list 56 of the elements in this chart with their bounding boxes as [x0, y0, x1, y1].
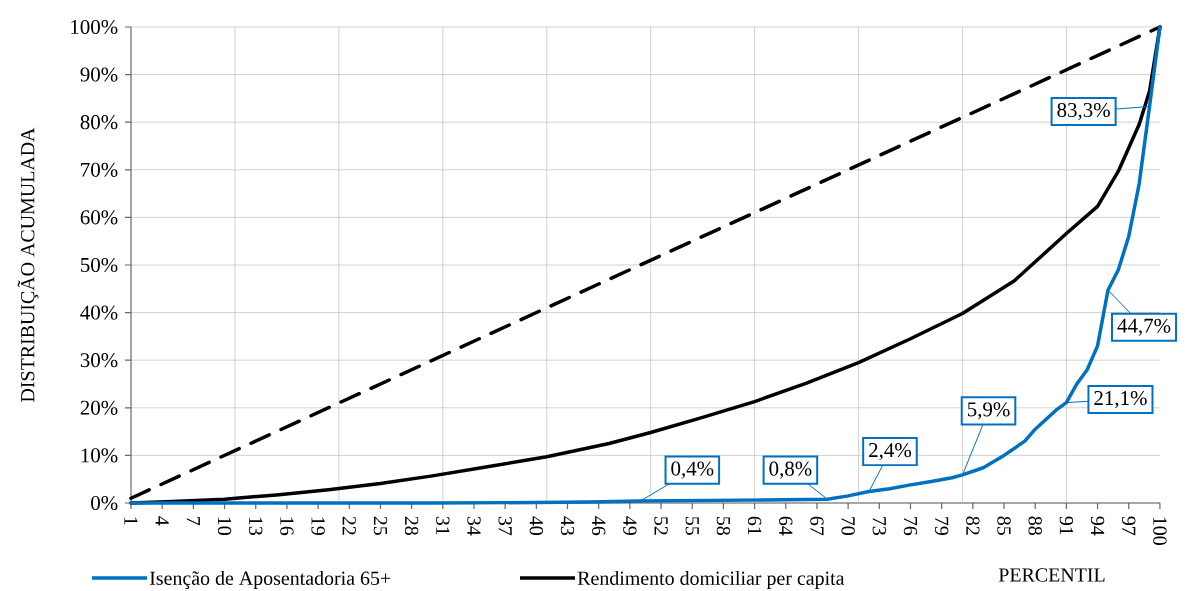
y-tick-label: 0%: [91, 495, 118, 511]
y-tick-label: 30%: [80, 353, 118, 368]
x-tick-label: 61: [747, 516, 762, 535]
x-tick-label: 97: [1122, 516, 1136, 536]
x-tick-label: 55: [685, 516, 699, 535]
annotation: 0,4%: [671, 461, 714, 479]
y-tick-label: 40%: [80, 305, 118, 320]
x-tick-label: 1: [124, 517, 138, 525]
x-tick-label: 82: [966, 516, 980, 535]
x-tick-label: 13: [249, 517, 263, 535]
x-axis-title: PERCENTIL: [998, 568, 1105, 582]
y-tick-label: 70%: [81, 162, 118, 177]
annotation: 44,7%: [1117, 318, 1171, 336]
x-tick-label: 100: [1153, 517, 1167, 545]
x-tick-label: 88: [1028, 516, 1042, 535]
x-tick-label: 4: [155, 516, 169, 526]
y-tick-label: 20%: [80, 400, 118, 415]
x-tick-label: 85: [997, 516, 1011, 535]
x-tick-label: 7: [186, 517, 200, 526]
x-tick-label: 10: [217, 517, 232, 535]
x-tick-label: 40: [529, 516, 544, 535]
x-tick-label: 70: [841, 517, 855, 535]
x-tick-label: 52: [654, 516, 668, 535]
y-tick-label: 100%: [71, 19, 118, 35]
legend-label: Isenção de Aposentadoria 65+: [149, 570, 391, 590]
y-tick-label: 60%: [80, 210, 118, 225]
x-tick-label: 49: [623, 516, 637, 535]
x-tick-label: 37: [498, 516, 512, 536]
y-tick-label: 50%: [81, 257, 118, 273]
x-tick-label: 64: [779, 516, 793, 536]
y-tick-label: 10%: [81, 448, 118, 463]
x-tick-label: 76: [903, 517, 918, 536]
x-tick-label: 19: [311, 517, 325, 535]
x-tick-label: 22: [342, 516, 356, 535]
annotation: 0,8%: [769, 461, 812, 479]
x-tick-label: 25: [373, 516, 388, 535]
annotation: 21,1%: [1094, 390, 1147, 409]
y-tick-label: 80%: [80, 115, 118, 130]
annotation: 83,3%: [1057, 102, 1110, 121]
annotation: 5,9%: [967, 402, 1010, 420]
legend-label: Rendimento domiciliar per capita: [577, 570, 845, 590]
x-tick-label: 67: [810, 516, 824, 536]
x-tick-label: 91: [1059, 516, 1074, 535]
x-tick-label: 16: [280, 517, 294, 536]
y-axis-title: DISTRIBUIÇÃO ACUMULADA: [17, 127, 39, 402]
x-tick-label: 94: [1090, 516, 1105, 536]
x-tick-label: 79: [934, 517, 949, 535]
x-tick-label: 58: [716, 516, 731, 535]
y-tick-label: 90%: [80, 67, 118, 82]
x-tick-label: 73: [872, 517, 886, 535]
x-tick-label: 46: [592, 516, 606, 536]
x-tick-label: 28: [404, 516, 419, 535]
x-tick-label: 34: [467, 516, 481, 536]
annotation: 2,4%: [869, 443, 912, 461]
x-tick-label: 43: [560, 516, 575, 535]
x-tick-label: 31: [436, 516, 450, 535]
